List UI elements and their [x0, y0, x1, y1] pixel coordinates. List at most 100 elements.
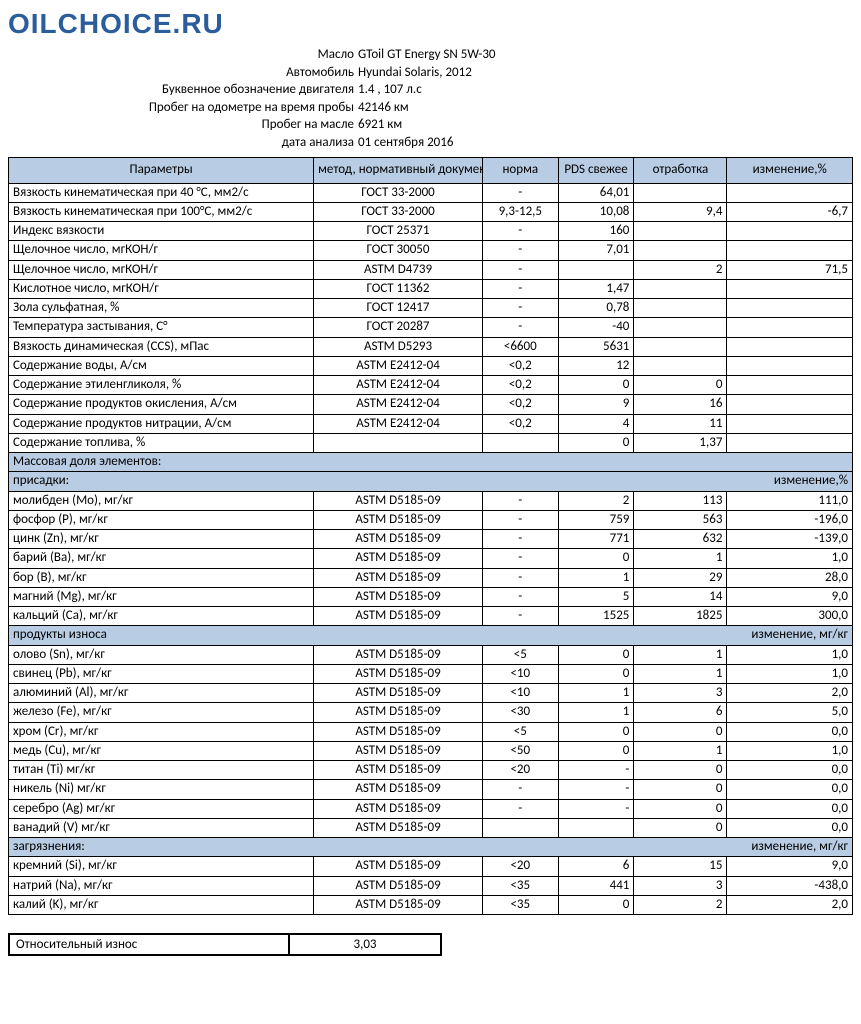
cell-method: ASTM D5185-09: [314, 895, 483, 914]
cell-param: цинк (Zn), мг/кг: [9, 530, 314, 549]
cell-param: ванадий (V) мг/кг: [9, 818, 314, 837]
cell-pds: 0: [558, 722, 634, 741]
table-row: медь (Cu), мг/кгASTM D5185-09<50011,0: [9, 741, 853, 760]
cell-norm: [482, 433, 558, 452]
cell-norm: -: [482, 510, 558, 529]
cell-chg: 1,0: [727, 664, 853, 683]
cell-chg: 2,0: [727, 895, 853, 914]
table-row: Содержание топлива, %01,37: [9, 433, 853, 452]
relative-wear-box: Относительный износ 3,03: [8, 933, 442, 956]
analysis-table: Параметры метод, нормативный документ но…: [8, 157, 853, 915]
cell-param: фосфор (P), мг/кг: [9, 510, 314, 529]
th-work: отработка: [634, 158, 727, 183]
meta-label: Пробег на масле: [8, 116, 358, 134]
table-row: натрий (Na), мг/кгASTM D5185-09<354413-4…: [9, 876, 853, 895]
cell-work: [634, 299, 727, 318]
cell-pds: 0: [558, 376, 634, 395]
cell-norm: -: [482, 607, 558, 626]
cell-param: Вязкость динамическая (CCS), мПас: [9, 337, 314, 356]
cell-pds: 0,78: [558, 299, 634, 318]
cell-method: ASTM D5185-09: [314, 761, 483, 780]
cell-chg: 1,0: [727, 741, 853, 760]
table-row: молибден (Mo), мг/кгASTM D5185-09-211311…: [9, 491, 853, 510]
cell-norm: <30: [482, 703, 558, 722]
cell-param: медь (Cu), мг/кг: [9, 741, 314, 760]
cell-method: ASTM D5185-09: [314, 780, 483, 799]
cell-chg: [727, 356, 853, 375]
cell-pds: 64,01: [558, 183, 634, 202]
table-row: кальций (Ca), мг/кгASTM D5185-09-1525182…: [9, 607, 853, 626]
cell-norm: <50: [482, 741, 558, 760]
cell-norm: <5: [482, 645, 558, 664]
cell-method: ASTM D5185-09: [314, 799, 483, 818]
cell-pds: -: [558, 780, 634, 799]
cell-param: железо (Fe), мг/кг: [9, 703, 314, 722]
cell-norm: <0,2: [482, 376, 558, 395]
cell-method: ASTM D5185-09: [314, 607, 483, 626]
cell-norm: <0,2: [482, 395, 558, 414]
cell-param: магний (Mg), мг/кг: [9, 587, 314, 606]
cell-norm: 9,3-12,5: [482, 202, 558, 221]
cell-chg: [727, 433, 853, 452]
cell-method: ГОСТ 12417: [314, 299, 483, 318]
cell-method: ASTM E2412-04: [314, 414, 483, 433]
cell-param: алюминий (Al), мг/кг: [9, 684, 314, 703]
table-row: фосфор (P), мг/кгASTM D5185-09-759563-19…: [9, 510, 853, 529]
cell-norm: -: [482, 299, 558, 318]
table-row: серебро (Ag) мг/кгASTM D5185-09--00,0: [9, 799, 853, 818]
cell-method: ASTM D5293: [314, 337, 483, 356]
cell-method: ГОСТ 20287: [314, 318, 483, 337]
cell-param: Содержание этиленгликоля, %: [9, 376, 314, 395]
table-row: никель (Ni) мг/кгASTM D5185-09--00,0: [9, 780, 853, 799]
cell-pds: 1: [558, 684, 634, 703]
cell-pds: 160: [558, 222, 634, 241]
cell-work: [634, 241, 727, 260]
cell-pds: 0: [558, 549, 634, 568]
cell-pds: -40: [558, 318, 634, 337]
section-header: Массовая доля элементов:: [9, 453, 853, 472]
cell-chg: 9,0: [727, 857, 853, 876]
cell-param: серебро (Ag) мг/кг: [9, 799, 314, 818]
cell-method: ASTM D5185-09: [314, 703, 483, 722]
cell-method: ASTM D5185-09: [314, 491, 483, 510]
cell-work: 6: [634, 703, 727, 722]
cell-norm: <35: [482, 895, 558, 914]
cell-method: ASTM D5185-09: [314, 568, 483, 587]
cell-param: натрий (Na), мг/кг: [9, 876, 314, 895]
cell-pds: 1: [558, 568, 634, 587]
table-row: барий (Ba), мг/кгASTM D5185-09-011,0: [9, 549, 853, 568]
table-row: Щелочное число, мгКОН/гГОСТ 30050-7,01: [9, 241, 853, 260]
meta-value: 6921 км: [358, 116, 402, 134]
cell-norm: -: [482, 799, 558, 818]
cell-norm: [482, 818, 558, 837]
table-row: кремний (Si), мг/кгASTM D5185-09<206159,…: [9, 857, 853, 876]
cell-param: олово (Sn), мг/кг: [9, 645, 314, 664]
section-label-left: загрязнения:: [9, 838, 314, 857]
cell-pds: 2: [558, 491, 634, 510]
relative-wear-label: Относительный износ: [9, 934, 289, 955]
cell-method: ASTM D5185-09: [314, 857, 483, 876]
cell-method: ASTM D5185-09: [314, 587, 483, 606]
cell-chg: 0,0: [727, 818, 853, 837]
cell-work: 9,4: [634, 202, 727, 221]
cell-param: Щелочное число, мгКОН/г: [9, 241, 314, 260]
table-row: Вязкость динамическая (CCS), мПасASTM D5…: [9, 337, 853, 356]
cell-method: ASTM D5185-09: [314, 722, 483, 741]
cell-param: кальций (Ca), мг/кг: [9, 607, 314, 626]
cell-param: Индекс вязкости: [9, 222, 314, 241]
cell-work: 1,37: [634, 433, 727, 452]
cell-chg: [727, 241, 853, 260]
cell-pds: 1,47: [558, 279, 634, 298]
cell-method: ASTM D5185-09: [314, 876, 483, 895]
cell-pds: 0: [558, 741, 634, 760]
section-header: присадки:изменение,%: [9, 472, 853, 491]
th-method: метод, нормативный документ: [314, 158, 483, 183]
cell-chg: [727, 279, 853, 298]
cell-pds: 1: [558, 703, 634, 722]
cell-param: кремний (Si), мг/кг: [9, 857, 314, 876]
table-row: олово (Sn), мг/кгASTM D5185-09<5011,0: [9, 645, 853, 664]
cell-param: Вязкость кинематическая при 100°С, мм2/с: [9, 202, 314, 221]
cell-chg: 0,0: [727, 761, 853, 780]
cell-work: 29: [634, 568, 727, 587]
cell-chg: -196,0: [727, 510, 853, 529]
